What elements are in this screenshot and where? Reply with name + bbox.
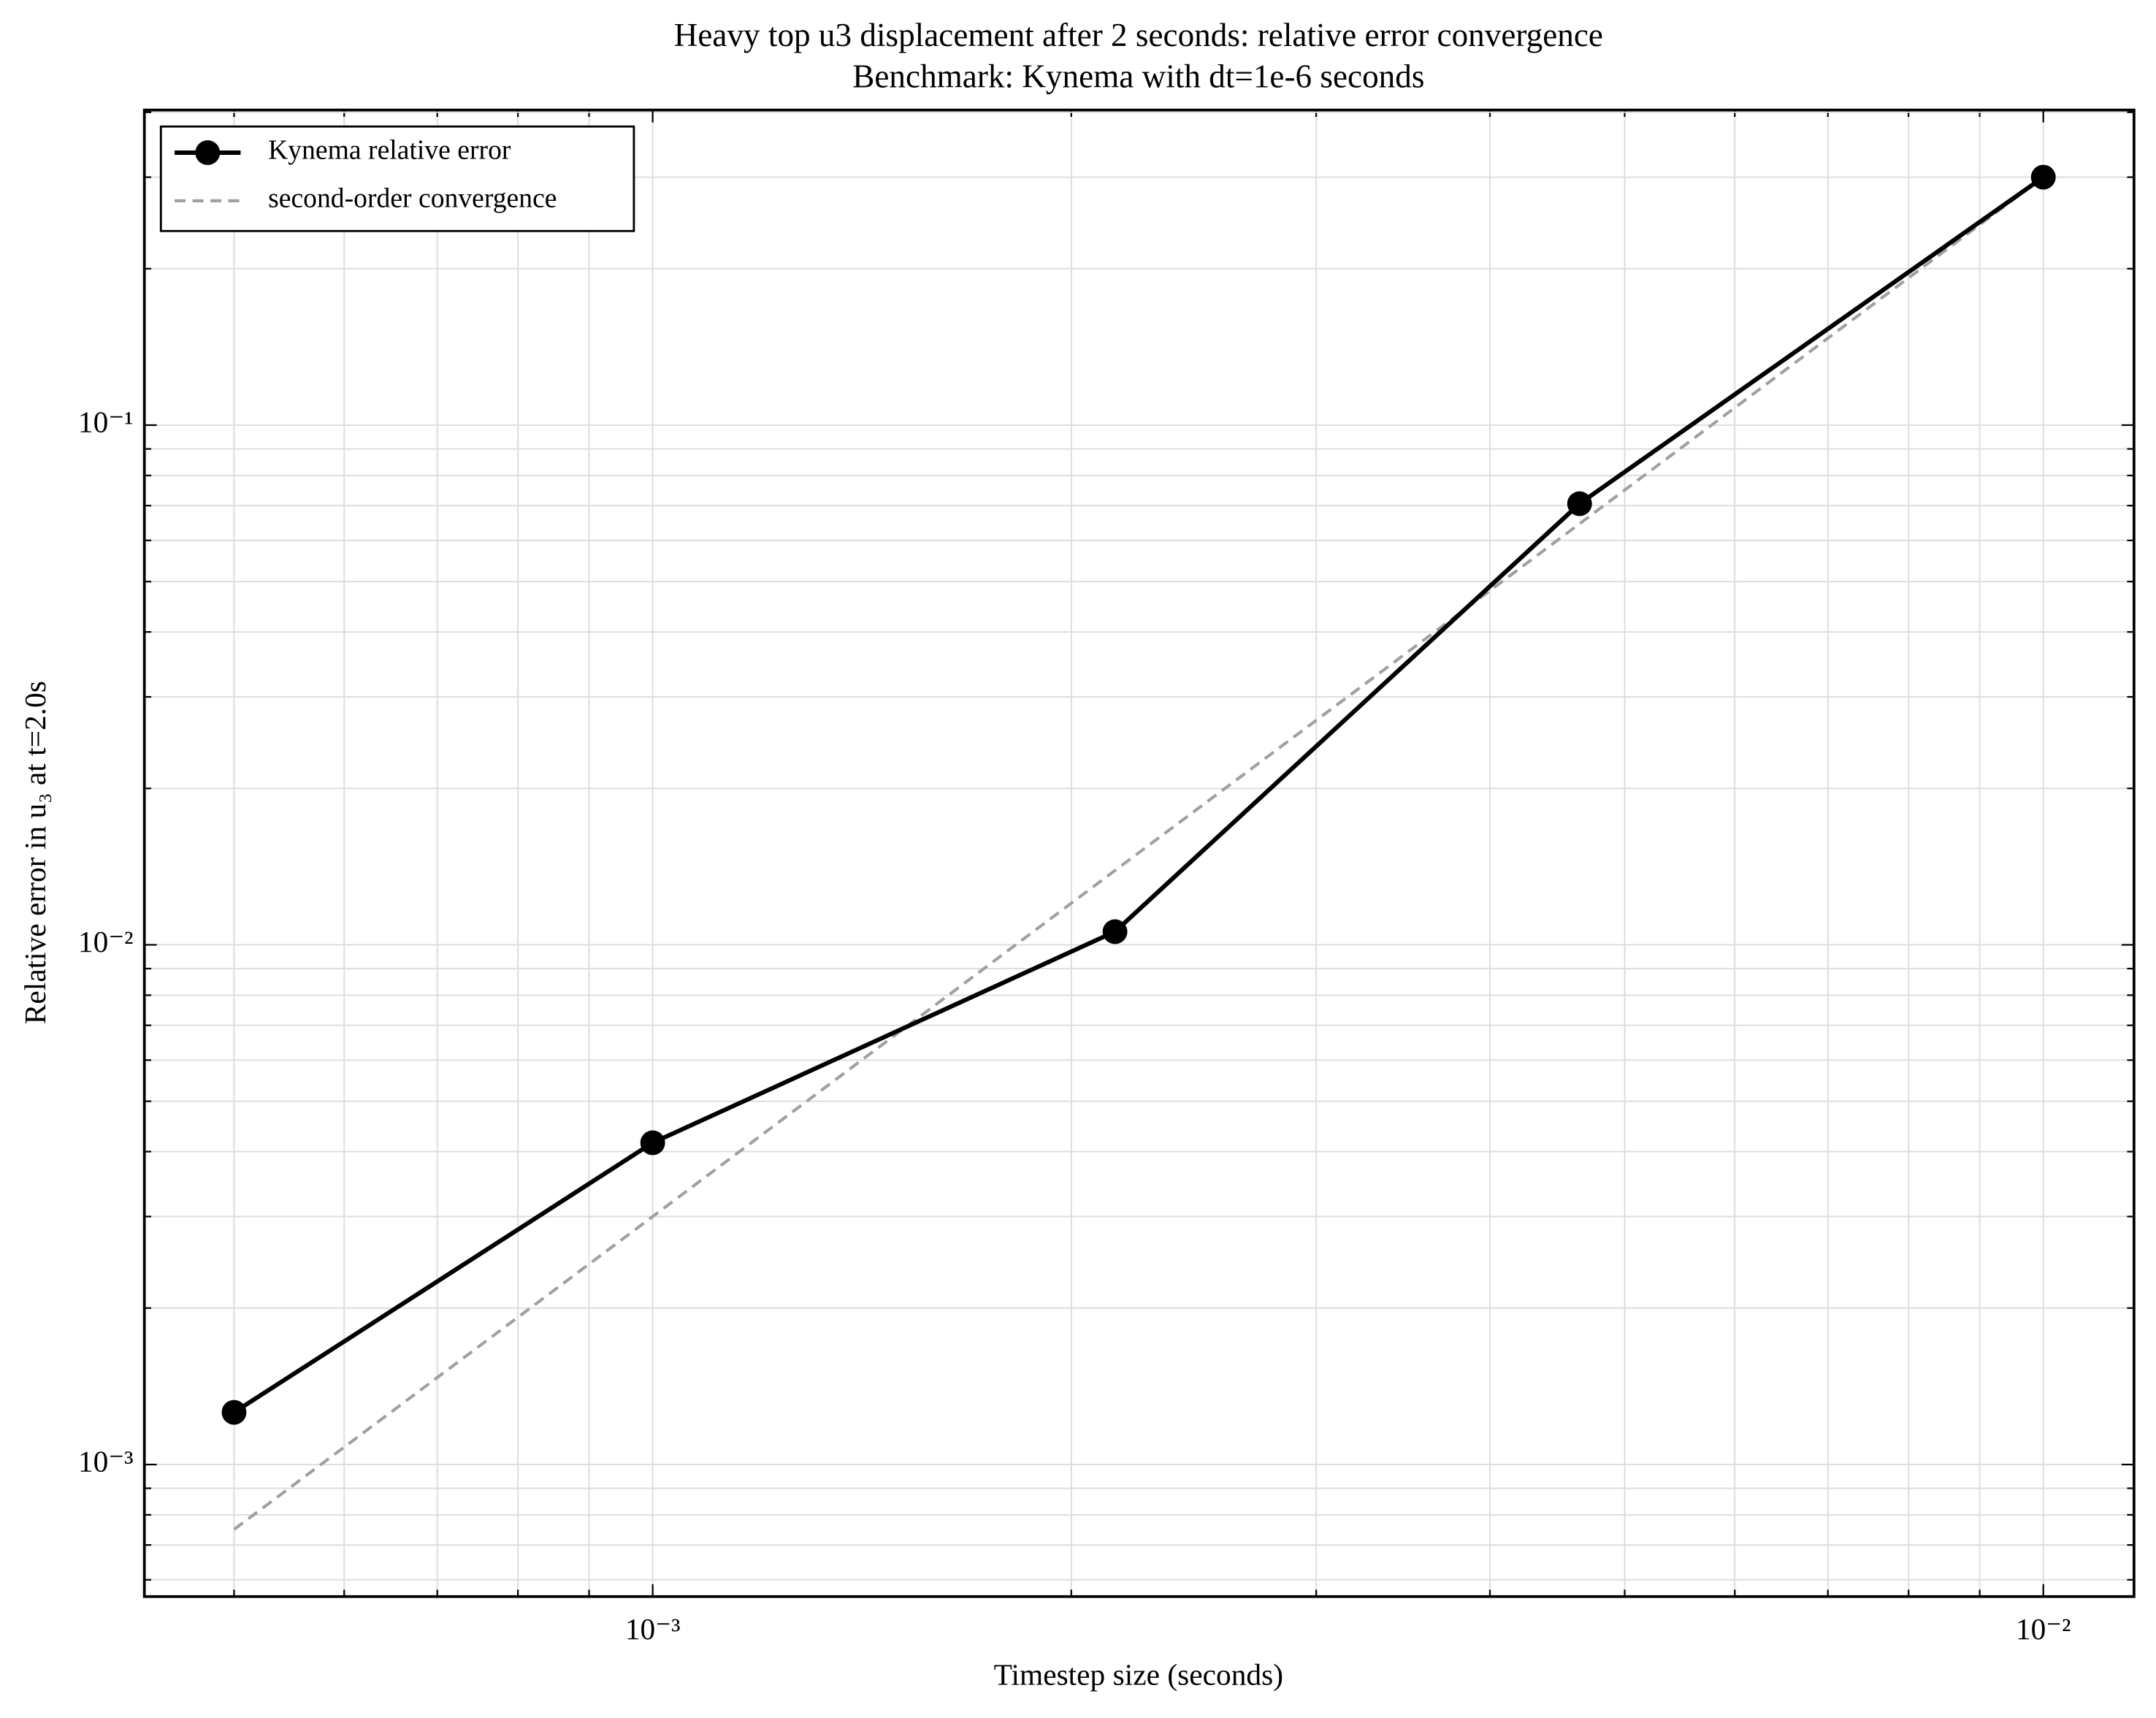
data-point [1102, 919, 1128, 944]
x-axis-label: Timestep size (seconds) [994, 1657, 1283, 1692]
data-point [1567, 491, 1592, 516]
x-tick-label: 10⁻³ [625, 1612, 681, 1646]
data-point [221, 1400, 247, 1425]
y-tick-label: 10⁻¹ [78, 405, 134, 439]
x-tick-label: 10⁻² [2016, 1612, 2071, 1646]
y-tick-label: 10⁻³ [78, 1444, 134, 1478]
legend-marker [195, 140, 221, 165]
y-tick-label: 10⁻² [78, 925, 134, 958]
data-point [2030, 164, 2056, 190]
data-point [640, 1130, 665, 1156]
legend-box [159, 125, 635, 232]
plot-frame [142, 108, 2136, 1598]
legend-label: second-order convergence [268, 183, 557, 214]
series-line [233, 175, 2044, 1531]
chart-subtitle: Benchmark: Kynema with dt=1e-6 seconds [852, 58, 1424, 95]
y-axis-label: Relative error in u₃ at t=2.0s [18, 681, 52, 1024]
plot-area: 10⁻³ 10⁻² 10⁻³ 10⁻² 10⁻¹ Kynema relative erro… [78, 108, 2136, 1646]
chart-title: Heavy top u3 displacement after 2 second… [674, 17, 1603, 53]
legend-label: Kynema relative error [268, 135, 511, 166]
